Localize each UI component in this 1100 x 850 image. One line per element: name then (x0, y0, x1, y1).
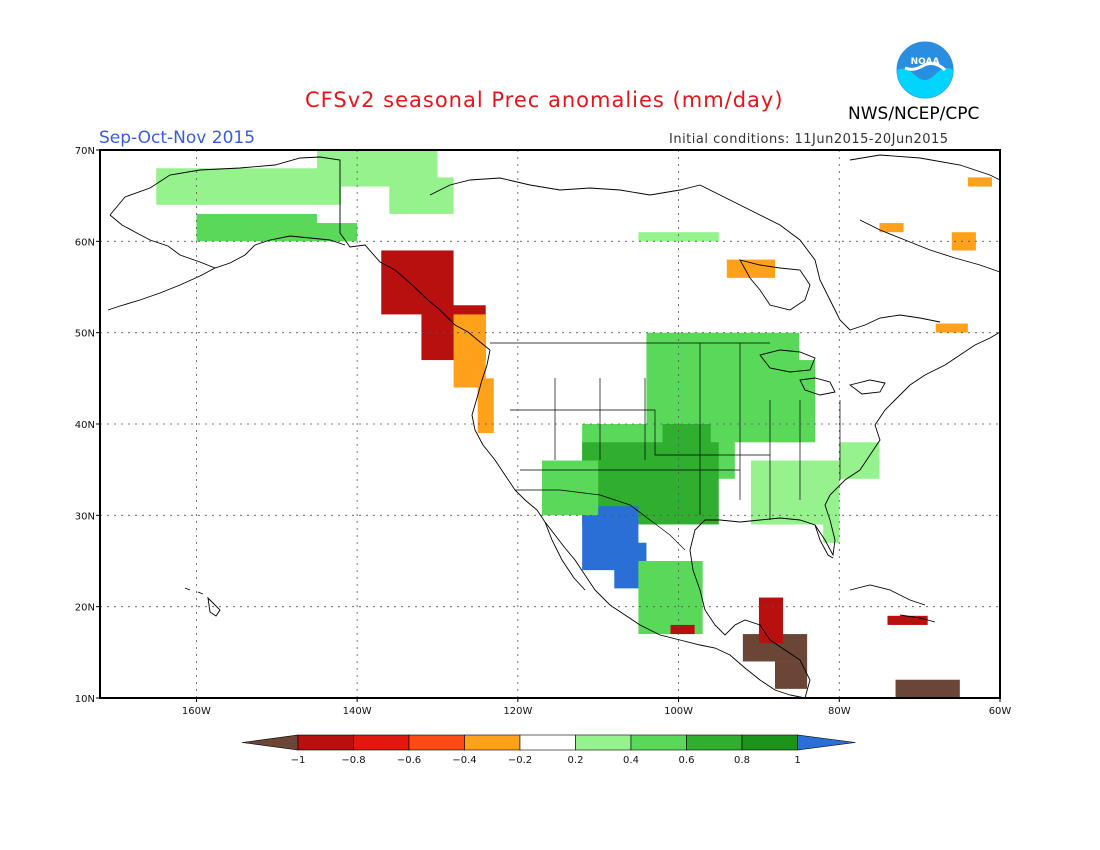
season-label: Sep-Oct-Nov 2015 (99, 128, 256, 148)
colorbar-bin (353, 734, 410, 751)
initial-conditions-label: Initial conditions: 11Jun2015-20Jun2015 (669, 132, 949, 147)
anomaly-cell-hudson-dry (726, 259, 775, 278)
anomaly-cell-us-southeast-wet (839, 442, 880, 479)
colorbar-bin (741, 734, 798, 751)
noaa-logo: NOAA (895, 40, 955, 100)
colorbar-label: −1 (291, 755, 306, 766)
lat-tick-label: 60N (75, 237, 95, 248)
lat-tick-label: 30N (75, 511, 95, 522)
lon-tick-label: 100W (664, 706, 693, 717)
colorbar-label: 0.4 (623, 755, 639, 766)
colorbar-label: 0.6 (679, 755, 695, 766)
anomaly-cell-yucatan-dry (758, 597, 784, 644)
anomaly-cell-pacific-nw-margin-dry (477, 378, 494, 434)
lat-tick-label: 50N (75, 329, 95, 340)
colorbar-bin (630, 734, 687, 751)
gridlines-layer (100, 150, 1000, 698)
anomaly-cell-central-america-very-dry (775, 661, 808, 689)
anomaly-cell-labrador-dry (935, 323, 968, 333)
colorbar-bin (519, 734, 576, 751)
political-borders-layer (490, 342, 841, 551)
agency-label: NWS/NCEP/CPC (848, 104, 980, 124)
lat-tick-label: 40N (75, 420, 95, 431)
anomaly-cell-us-south-wet (662, 424, 711, 470)
lon-tick-label: 80W (828, 706, 851, 717)
lat-tick-label: 10N (75, 694, 95, 705)
colorbar-labels: −1 −0.8 −0.6 −0.4 −0.2 0.2 0.4 0.6 0.8 1 (291, 755, 801, 766)
anomaly-cell-yucatan-dry (670, 624, 695, 635)
colorbar-bin (575, 734, 632, 751)
chart-title: CFSv2 seasonal Prec anomalies (mm/day) (305, 88, 784, 112)
lon-tick-label: 160W (182, 706, 211, 717)
lon-tick-label: 120W (503, 706, 532, 717)
anomaly-cell-labrador-dry (967, 177, 992, 187)
colorbar-bin (408, 734, 465, 751)
coastlines-layer (107, 154, 1001, 699)
colorbar-label: −0.8 (341, 755, 365, 766)
anomaly-cell-labrador-dry (951, 232, 976, 251)
colorbar-label: 0.8 (734, 755, 750, 766)
anomaly-cell-labrador-dry (879, 223, 904, 233)
anomaly-cell-us-central-wet (775, 360, 816, 443)
anomaly-cell-pacific-nw-margin-dry (453, 314, 486, 388)
colorbar-bins (241, 734, 856, 751)
colorbar-bin (464, 734, 521, 751)
colorbar-high-extension (797, 734, 856, 751)
lon-tick-label: 60W (989, 706, 1012, 717)
lon-tick-label: 140W (343, 706, 372, 717)
colorbar-label: −0.2 (508, 755, 532, 766)
colorbar-low-extension (241, 734, 299, 751)
anomaly-cell-alaska-north-wet (156, 168, 342, 205)
logo-text: NOAA (911, 57, 940, 67)
lat-tick-label: 20N (75, 603, 95, 614)
anomaly-cell-mexico-central-wet (638, 561, 703, 635)
colorbar-label: −0.4 (452, 755, 476, 766)
anomaly-cell-central-america-very-dry (895, 679, 960, 698)
colorbar-bin (297, 734, 354, 751)
anomaly-cell-pacific-nw-coast-dry (381, 250, 454, 315)
colorbar-label: −0.6 (397, 755, 421, 766)
anomaly-cell-canada-central-wet (638, 232, 719, 242)
anomaly-cell-alaska-north-wet (389, 177, 454, 214)
axis-ticks-layer: 160W 140W 120W 100W 80W 60W 10N 20N 30N 40N 50N 60N… (75, 146, 1012, 717)
colorbar-label: 1 (794, 755, 800, 766)
anomaly-cell-caribbean-dry (887, 615, 928, 625)
colorbar-bin (686, 734, 743, 751)
lat-tick-label: 70N (75, 146, 95, 157)
colorbar-label: 0.2 (568, 755, 584, 766)
